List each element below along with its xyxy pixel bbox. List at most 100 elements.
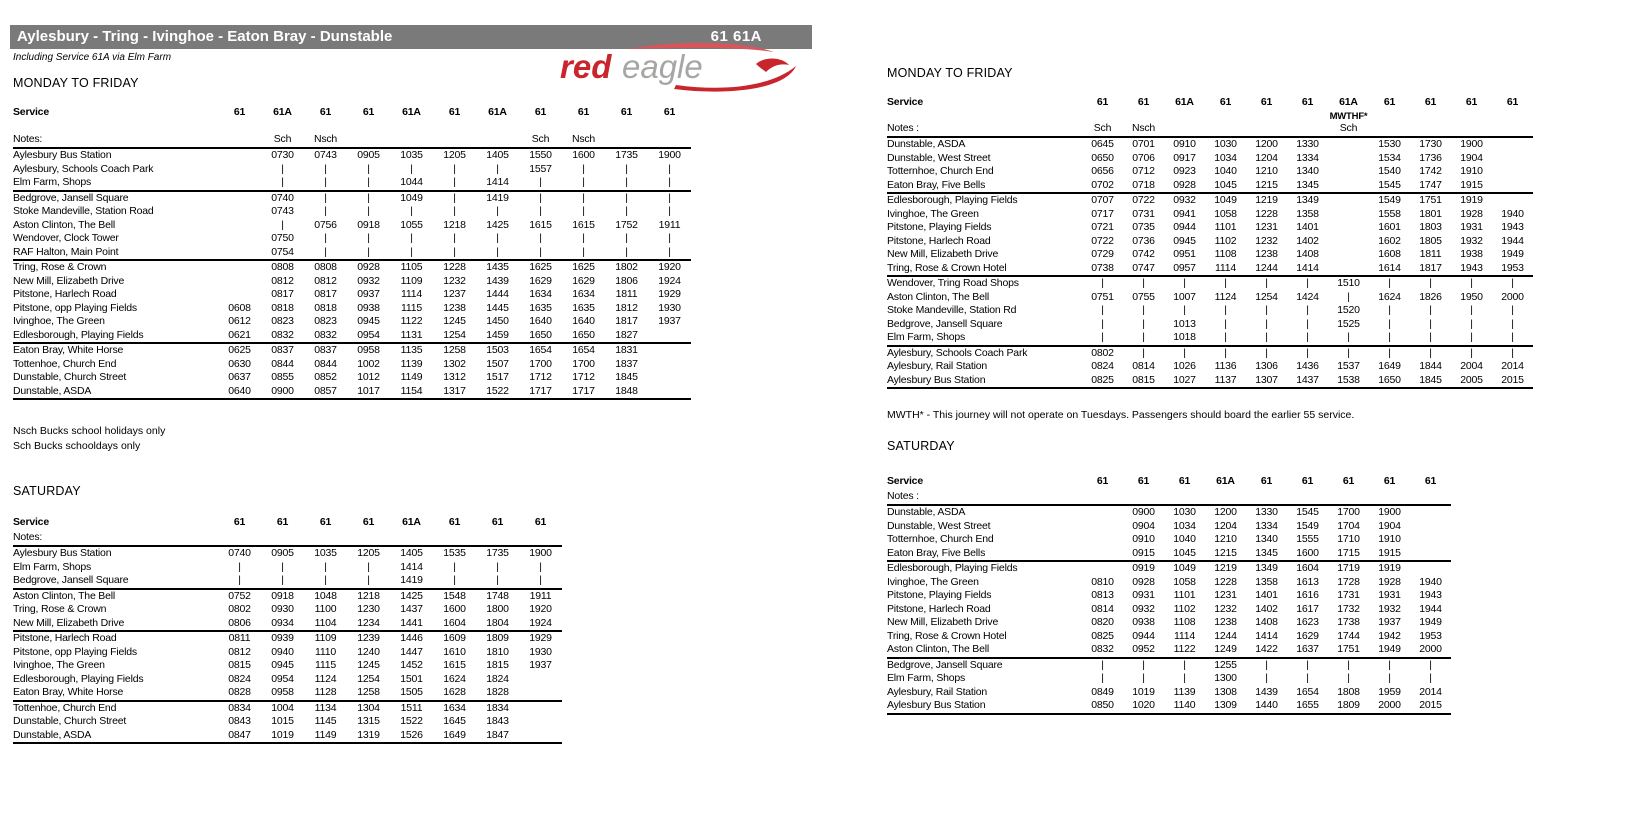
time-cell: 0905 xyxy=(271,547,294,559)
time-cell: 1629 xyxy=(529,274,552,287)
stop-name: Ivinghoe, The Green xyxy=(13,315,105,327)
time-cell: 1634 xyxy=(443,701,466,714)
table-row: Dunstable, ASDA 0640 0900 0857 1017 1154 1317 1… xyxy=(13,384,691,400)
time-cell: 0941 xyxy=(1173,207,1196,220)
time-cell: 1254 xyxy=(357,672,380,685)
time-cell: 1817 xyxy=(1410,261,1451,277)
time-cell: 1108 xyxy=(1173,616,1196,628)
time-cell: 0813 xyxy=(1091,589,1114,601)
stop-name: New Mill, Elizabeth Drive xyxy=(13,616,218,632)
time-cell: 0712 xyxy=(1132,165,1155,177)
table-row: Bedgrove, Jansell Square | | | | 1419 | | | xyxy=(13,574,562,590)
note-code-cell xyxy=(347,133,390,149)
time-cell: 0706 xyxy=(1132,151,1155,164)
time-cell: 1414 xyxy=(400,560,423,573)
time-cell: 1139 xyxy=(400,357,423,370)
time-cell: 1114 xyxy=(401,288,422,300)
time-cell xyxy=(1410,505,1451,520)
time-cell: 1505 xyxy=(390,686,433,702)
time-cell: 1136 xyxy=(1214,360,1237,372)
service-label: Service xyxy=(13,516,49,528)
time-cell: 1340 xyxy=(1255,533,1278,545)
time-cell: 1408 xyxy=(1255,616,1278,628)
time-cell: 1800 xyxy=(486,603,509,615)
time-cell: 1943 xyxy=(1419,589,1442,601)
time-cell: 1210 xyxy=(1214,533,1237,545)
note-code-cell xyxy=(390,531,433,547)
stop-name: Aston Clinton, The Bell xyxy=(887,643,1082,659)
time-cell: 0923 xyxy=(1173,165,1196,177)
no-stop-marker: | xyxy=(324,162,327,175)
time-cell: 1408 xyxy=(1296,248,1319,260)
table-row: RAF Halton, Main Point 0754 | | | | | | | | | xyxy=(13,245,691,261)
no-stop-marker: | xyxy=(1347,658,1350,671)
time-cell: 1831 xyxy=(615,344,638,356)
time-cell: 1034 xyxy=(1173,519,1196,532)
time-cell: 1640 xyxy=(529,315,552,327)
time-cell: 0939 xyxy=(271,632,294,644)
no-stop-marker: | xyxy=(539,232,542,244)
time-cell: 1911 xyxy=(658,218,681,231)
table-row: Elm Farm, Shops | | | 1044 | 1414 | | | | xyxy=(13,176,691,192)
time-cell: 1649 xyxy=(1378,360,1401,372)
time-cell: 1932 xyxy=(1378,602,1401,615)
table-row: Tring, Rose & Crown Hotel 0825 0944 1114 124… xyxy=(887,630,1451,644)
time-cell: 1100 xyxy=(314,603,337,615)
no-stop-marker: | xyxy=(1101,672,1104,684)
time-cell: 1154 xyxy=(390,384,433,400)
table-row: Ivinghoe, The Green 0612 0823 0823 0945 1122 1… xyxy=(13,315,691,329)
no-stop-marker: | xyxy=(582,162,585,175)
no-stop-marker: | xyxy=(625,232,628,244)
time-cell: 1634 xyxy=(572,288,595,300)
operating-days-cell: MWTHF* xyxy=(1329,111,1368,122)
table-row: Tring, Rose & Crown 0808 0808 0928 1105 1228 1… xyxy=(13,260,691,275)
stop-name: Elm Farm, Shops xyxy=(13,560,92,573)
notes-row: Notes: xyxy=(13,531,562,547)
time-cell: 0750 xyxy=(271,232,294,244)
time-cell: 0915 xyxy=(1123,546,1164,562)
operating-days-cell xyxy=(1205,111,1246,122)
time-cell: 1128 xyxy=(304,686,347,702)
service-number-header: 61 xyxy=(233,516,246,528)
note-code-cell xyxy=(1164,490,1205,506)
time-cell: 0814 xyxy=(1091,602,1114,615)
no-stop-marker: | xyxy=(1347,672,1350,684)
stop-name: Dunstable, ASDA xyxy=(13,728,218,744)
mwth-note: MWTH* - This journey will not operate on… xyxy=(887,409,1355,421)
time-cell: 0900 xyxy=(261,384,304,400)
no-stop-marker: | xyxy=(410,162,413,175)
no-stop-marker: | xyxy=(433,176,476,192)
time-cell: 1845 xyxy=(1410,373,1451,389)
table-row: Dunstable, West Street 0904 1034 1204 1334 15… xyxy=(887,520,1451,534)
time-cell: 0905 xyxy=(357,149,380,161)
time-cell: 1109 xyxy=(400,274,423,287)
time-cell: 0718 xyxy=(1123,178,1164,194)
no-stop-marker: | xyxy=(1306,277,1309,289)
time-cell: 0910 xyxy=(1132,533,1155,545)
table-row: Dunstable, ASDA 0645 0701 0910 1030 1200 1330 1… xyxy=(887,137,1533,152)
time-cell: 1017 xyxy=(347,384,390,400)
section-heading: MONDAY TO FRIDAY xyxy=(887,66,1013,80)
saturday-aylesbury-to-dunstable: Service 61 61 61 61 61A 61 61 61 Notes: Aylesbury … xyxy=(13,516,562,744)
time-cell: 1215 xyxy=(1246,178,1287,194)
no-stop-marker: | xyxy=(1388,304,1391,316)
time-cell: 1414 xyxy=(1255,629,1278,642)
time-cell: 1929 xyxy=(529,632,552,644)
time-cell: 1530 xyxy=(1378,138,1401,150)
operating-days-cell xyxy=(1287,111,1328,122)
time-cell: 0958 xyxy=(357,344,380,356)
time-cell: 1045 xyxy=(1164,546,1205,562)
no-stop-marker: | xyxy=(324,232,327,244)
time-cell: 1219 xyxy=(1214,562,1237,574)
time-cell: 1349 xyxy=(1296,194,1319,206)
note-code-cell xyxy=(1369,122,1410,138)
time-cell: 0928 xyxy=(1132,575,1155,588)
time-cell: 1950 xyxy=(1460,290,1483,303)
time-cell: 0608 xyxy=(228,301,251,314)
table-header: Service 61 61 61 61A 61 61 61 61 61 Notes : xyxy=(887,475,1451,506)
time-cell: 1358 xyxy=(1255,575,1278,588)
time-cell: 1900 xyxy=(658,149,681,161)
table-row: Edlesborough, Playing Fields 0824 0954 1124… xyxy=(13,673,562,687)
time-cell: 1949 xyxy=(1419,616,1442,628)
time-cell: 0815 xyxy=(228,659,251,671)
